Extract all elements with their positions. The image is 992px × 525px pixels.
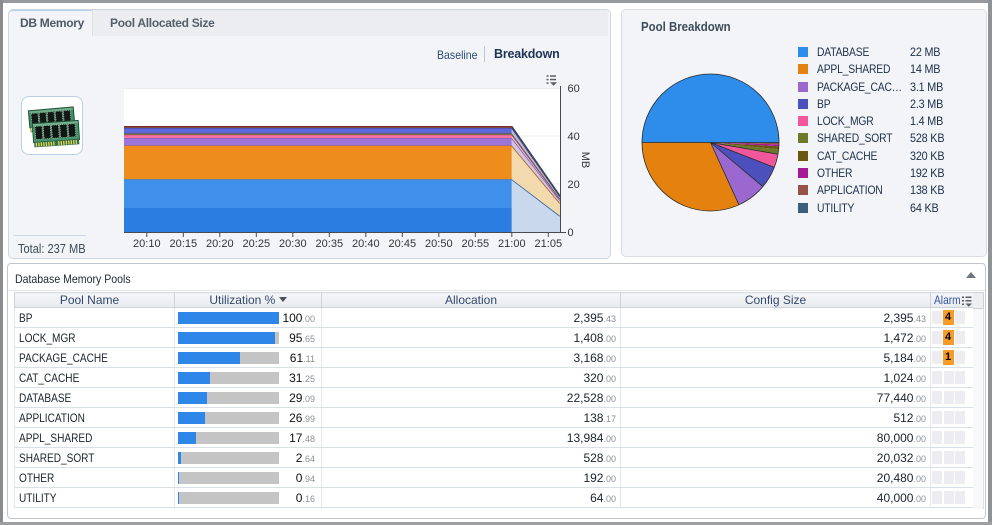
svg-text:MB: MB — [579, 152, 591, 169]
svg-text:20:55: 20:55 — [462, 238, 490, 250]
svg-text:20:20: 20:20 — [206, 238, 234, 250]
svg-text:0: 0 — [568, 227, 574, 239]
svg-text:40: 40 — [568, 131, 580, 143]
svg-text:20:35: 20:35 — [316, 238, 344, 250]
svg-text:21:00: 21:00 — [498, 238, 526, 250]
svg-text:60: 60 — [568, 83, 580, 95]
svg-text:20:15: 20:15 — [170, 238, 198, 250]
svg-text:21:05: 21:05 — [535, 238, 563, 250]
svg-text:20:30: 20:30 — [279, 238, 307, 250]
svg-text:20:10: 20:10 — [133, 238, 161, 250]
svg-text:20:50: 20:50 — [425, 238, 453, 250]
svg-text:20: 20 — [568, 179, 580, 191]
svg-text:20:25: 20:25 — [243, 238, 271, 250]
svg-text:20:40: 20:40 — [352, 238, 380, 250]
svg-text:20:45: 20:45 — [389, 238, 417, 250]
